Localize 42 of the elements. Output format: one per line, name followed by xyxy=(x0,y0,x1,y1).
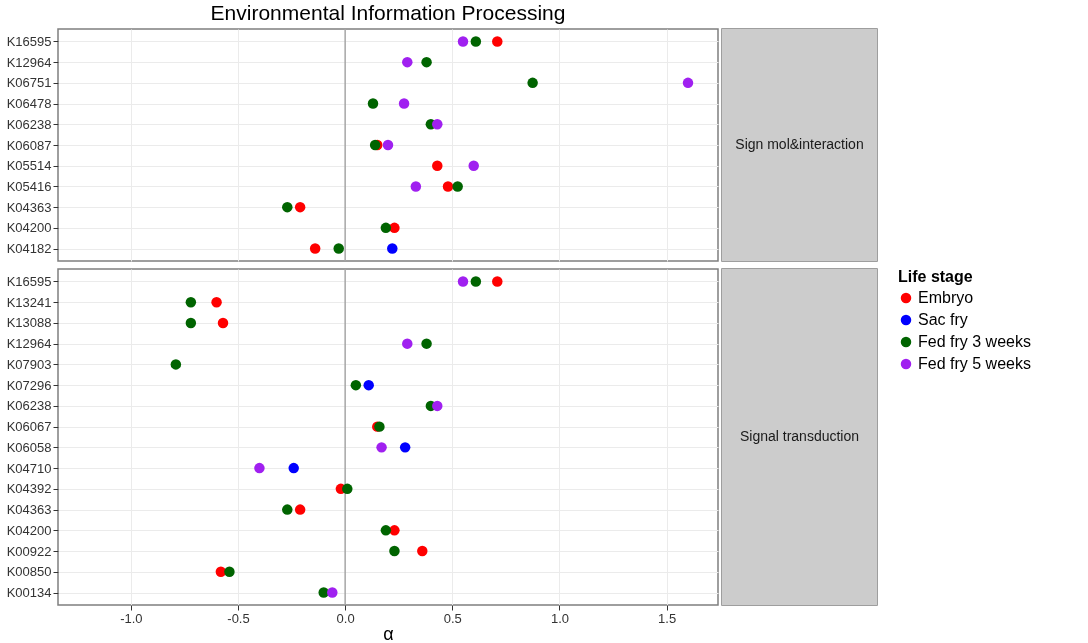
y-tick-label: K04200 xyxy=(6,220,52,236)
y-tick-label: K04200 xyxy=(6,522,52,538)
legend-label: Sac fry xyxy=(918,311,968,328)
y-tick-label: K00922 xyxy=(6,543,52,559)
legend-label: Fed fry 5 weeks xyxy=(918,355,1031,372)
y-tick-label: K06067 xyxy=(6,419,52,435)
y-tick-label: K06751 xyxy=(6,75,52,91)
y-tick-label: K00134 xyxy=(6,585,52,601)
y-tick-label: K04363 xyxy=(6,502,52,518)
y-tick-label: K07296 xyxy=(6,377,52,393)
legend-label: Embryo xyxy=(918,289,974,306)
y-tick-label: K00850 xyxy=(6,564,52,580)
y-tick-label: K05514 xyxy=(6,158,52,174)
x-axis-title: α xyxy=(383,623,394,643)
x-tick-label: 0.0 xyxy=(336,610,355,626)
y2-axis-title: Sign mol&interaction xyxy=(735,136,864,152)
y-tick-label: K06238 xyxy=(6,116,52,132)
y-tick-label: K06058 xyxy=(6,439,52,455)
y-tick-label: K04182 xyxy=(6,241,52,257)
y-tick-label: K13088 xyxy=(6,315,52,331)
x-tick-label: 0.5 xyxy=(443,610,462,626)
legend-label: Fed fry 3 weeks xyxy=(918,333,1031,350)
y-tick-label: K12964 xyxy=(6,336,52,352)
y-tick-label: K16595 xyxy=(6,33,52,49)
y-tick-label: K06087 xyxy=(6,137,52,153)
x-tick-label: 1.0 xyxy=(550,610,569,626)
x-tick-label: -0.5 xyxy=(227,610,250,626)
y-tick-label: K12964 xyxy=(6,54,52,70)
y-tick-label: K06478 xyxy=(6,96,52,112)
y-tick-label: K07903 xyxy=(6,356,52,372)
y-tick-label: K16595 xyxy=(6,273,52,289)
y-tick-label: K05416 xyxy=(6,178,52,194)
y-tick-label: K04710 xyxy=(6,460,52,476)
y-tick-label: K04392 xyxy=(6,481,52,497)
y-tick-label: K06238 xyxy=(6,398,52,414)
y-tick-label: K04363 xyxy=(6,199,52,215)
legend-title: Life stage xyxy=(898,268,973,285)
chart-title: Environmental Information Processing xyxy=(210,1,566,25)
x-tick-label: 1.5 xyxy=(658,610,677,626)
x-tick-label: -1.0 xyxy=(120,610,143,626)
y-tick-label: K13241 xyxy=(6,294,52,310)
y2-axis-title: Signal transduction xyxy=(739,428,860,444)
